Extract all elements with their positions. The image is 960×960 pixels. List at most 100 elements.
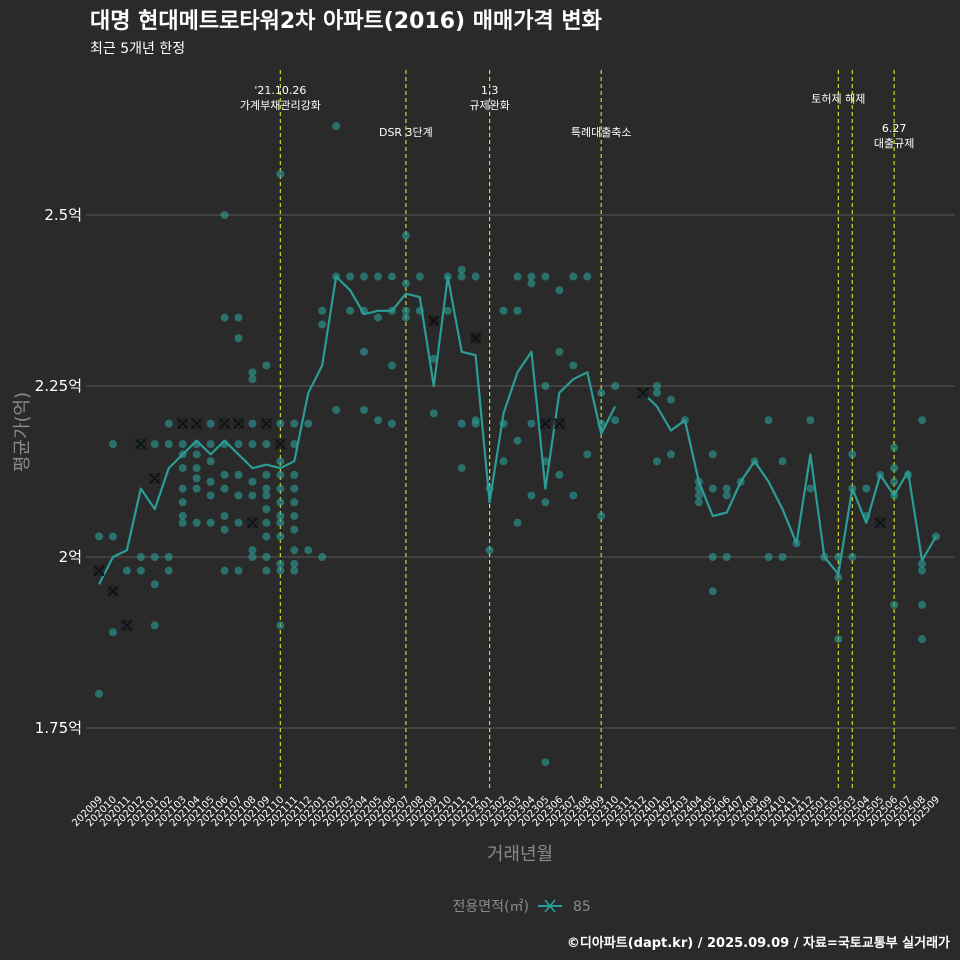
transaction-point bbox=[653, 388, 661, 397]
transaction-point bbox=[848, 553, 857, 561]
transaction-point bbox=[583, 450, 592, 459]
transaction-point bbox=[694, 491, 703, 500]
transaction-point bbox=[248, 375, 257, 384]
transaction-point bbox=[401, 306, 410, 315]
event-label: 규제완화 bbox=[469, 99, 509, 112]
transaction-point bbox=[276, 566, 285, 575]
transaction-point bbox=[778, 553, 787, 561]
transaction-point bbox=[248, 440, 257, 449]
transaction-point bbox=[220, 211, 229, 219]
transaction-point bbox=[722, 553, 731, 561]
transaction-point bbox=[611, 382, 620, 390]
transaction-point bbox=[276, 511, 285, 520]
transaction-point bbox=[653, 457, 661, 466]
transaction-point bbox=[276, 457, 285, 466]
transaction-point bbox=[290, 419, 299, 428]
transaction-point bbox=[666, 395, 675, 404]
transaction-point bbox=[499, 306, 508, 315]
transaction-point bbox=[220, 566, 229, 575]
transaction-point bbox=[583, 272, 592, 281]
x-tick-labels: 2020092020102020112020122021012021022021… bbox=[70, 794, 942, 829]
transaction-point bbox=[178, 518, 187, 527]
average-price-line bbox=[98, 275, 937, 585]
transaction-point bbox=[276, 484, 285, 493]
transaction-point bbox=[569, 361, 578, 370]
transaction-point bbox=[834, 573, 843, 582]
transaction-point bbox=[276, 169, 285, 178]
transaction-point bbox=[513, 518, 522, 527]
transaction-point bbox=[150, 621, 159, 630]
transaction-point bbox=[555, 347, 564, 356]
transaction-point bbox=[276, 419, 285, 428]
transaction-point bbox=[276, 532, 285, 541]
highlight-x-mark bbox=[874, 517, 886, 529]
transaction-point bbox=[513, 272, 522, 281]
highlight-x-mark bbox=[260, 417, 273, 430]
highlight-x-mark bbox=[93, 565, 105, 577]
transaction-point bbox=[248, 419, 257, 428]
transaction-point bbox=[178, 511, 187, 520]
transaction-point bbox=[694, 498, 703, 507]
transaction-point bbox=[555, 286, 564, 295]
event-label: DSR 3단계 bbox=[379, 126, 433, 139]
transaction-point bbox=[290, 484, 299, 493]
transaction-point bbox=[918, 566, 927, 575]
transaction-point bbox=[346, 272, 355, 281]
transaction-point bbox=[248, 491, 257, 500]
transaction-point bbox=[178, 498, 187, 507]
transaction-point bbox=[457, 419, 466, 428]
transaction-point bbox=[262, 484, 271, 493]
transaction-point bbox=[304, 419, 313, 428]
highlight-x-mark bbox=[428, 315, 440, 327]
transaction-point bbox=[708, 587, 717, 596]
transaction-point bbox=[513, 306, 522, 315]
event-label: 가계부채관리강화 bbox=[240, 99, 321, 112]
transaction-point bbox=[192, 464, 201, 473]
transaction-point bbox=[541, 758, 550, 767]
transaction-point bbox=[653, 382, 661, 390]
event-label: 대출규제 bbox=[874, 137, 914, 150]
transaction-point bbox=[164, 566, 173, 575]
transaction-point bbox=[150, 580, 159, 589]
transaction-points bbox=[95, 122, 940, 767]
transaction-point bbox=[192, 450, 201, 459]
transaction-point bbox=[360, 347, 369, 356]
transaction-point bbox=[764, 553, 773, 561]
transaction-point bbox=[527, 272, 536, 281]
transaction-point bbox=[890, 464, 899, 473]
transaction-point bbox=[290, 470, 299, 479]
transaction-point bbox=[234, 518, 243, 527]
transaction-point bbox=[499, 457, 508, 466]
transaction-point bbox=[178, 464, 187, 473]
transaction-point bbox=[611, 416, 620, 425]
event-label: 6.27 bbox=[882, 122, 907, 135]
transaction-point bbox=[541, 382, 550, 390]
transaction-point bbox=[918, 600, 927, 609]
transaction-point bbox=[527, 419, 536, 428]
transaction-point bbox=[108, 440, 117, 449]
transaction-point bbox=[569, 491, 578, 500]
highlight-x-mark bbox=[553, 417, 565, 430]
transaction-point bbox=[220, 470, 229, 479]
transaction-point bbox=[918, 559, 927, 568]
source-caption: ©디아파트(dapt.kr) / 2025.09.09 / 자료=국토교통부 실… bbox=[567, 935, 950, 951]
transaction-point bbox=[122, 566, 131, 575]
transaction-point bbox=[234, 440, 243, 449]
transaction-point bbox=[443, 306, 452, 315]
y-axis-title: 평균가(억) bbox=[12, 392, 33, 472]
highlight-x-mark bbox=[218, 417, 231, 430]
transaction-point bbox=[290, 546, 299, 555]
transaction-point bbox=[178, 440, 187, 449]
transaction-point bbox=[597, 511, 606, 520]
transaction-point bbox=[332, 122, 341, 131]
transaction-point bbox=[164, 419, 173, 428]
highlight-x-mark bbox=[470, 332, 482, 344]
transaction-point bbox=[387, 272, 396, 281]
transaction-point bbox=[318, 320, 327, 329]
transaction-point bbox=[346, 306, 355, 315]
chart-title: 대명 현대메트로타워2차 아파트(2016) 매매가격 변화 bbox=[90, 9, 602, 34]
transaction-point bbox=[834, 635, 843, 644]
transaction-point bbox=[401, 231, 410, 240]
y-tick-labels: 1.75억 2억 2.25억 2.5억 bbox=[35, 206, 82, 737]
